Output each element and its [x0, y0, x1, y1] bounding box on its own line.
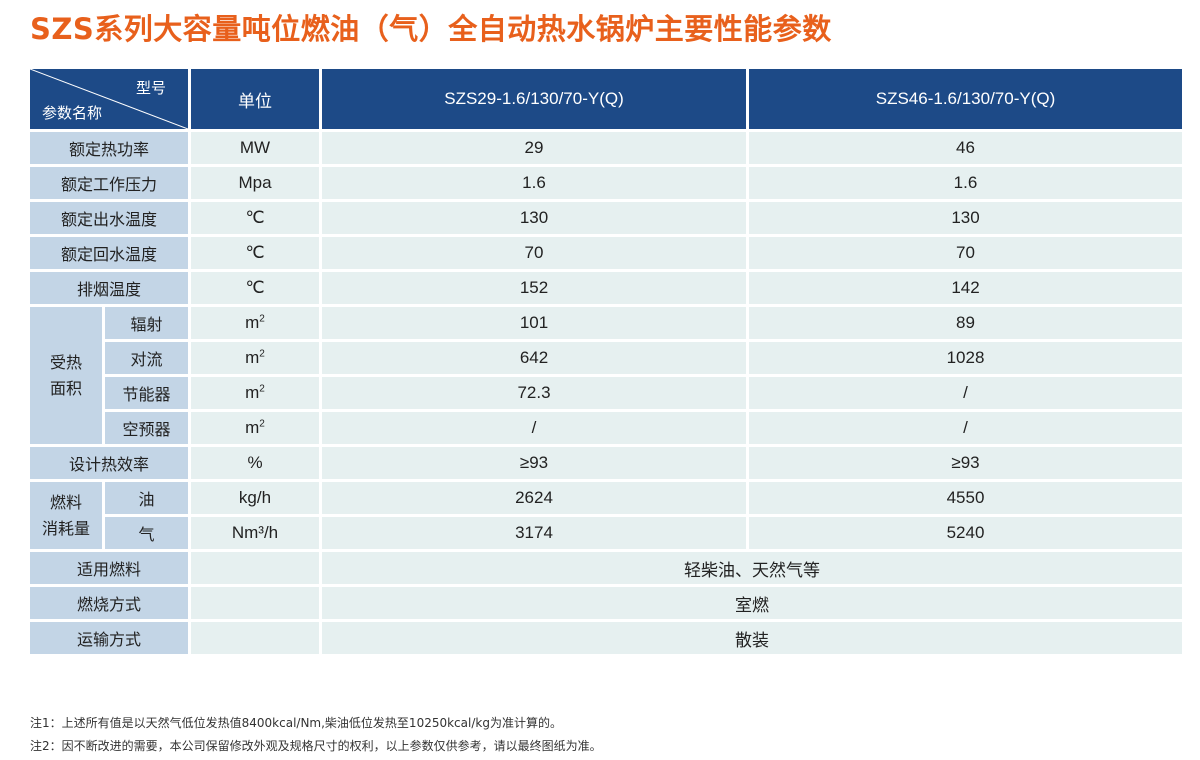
- table-row: 空预器 m2 / /: [30, 412, 1182, 444]
- value-cell: 轻柴油、天然气等: [322, 552, 1182, 584]
- value-cell: 46: [749, 132, 1182, 164]
- table-row: 气 Nm³/h 3174 5240: [30, 517, 1182, 549]
- unit-cell: m2: [191, 412, 319, 444]
- spec-table: 型号 参数名称 单位 SZS29-1.6/130/70-Y(Q) SZS46-1…: [27, 66, 1185, 657]
- unit-cell: ℃: [191, 272, 319, 304]
- value-cell: 1.6: [749, 167, 1182, 199]
- table-row: 燃料 消耗量 油 kg/h 2624 4550: [30, 482, 1182, 549]
- header-row: 型号 参数名称 单位 SZS29-1.6/130/70-Y(Q) SZS46-1…: [30, 69, 1182, 129]
- value-cell: /: [749, 412, 1182, 444]
- unit-cell: [191, 587, 319, 619]
- value-cell: 1028: [749, 342, 1182, 374]
- table-row: 对流 m2 642 1028: [30, 342, 1182, 374]
- value-cell: ≥93: [749, 447, 1182, 479]
- table-row: 运输方式 散装: [30, 622, 1182, 654]
- row-label: 设计热效率: [30, 447, 188, 479]
- heating-area-label-line1: 受热: [49, 352, 82, 372]
- header-model-1: SZS29-1.6/130/70-Y(Q): [322, 69, 746, 129]
- value-cell: 101: [322, 307, 746, 339]
- row-label: 运输方式: [30, 622, 188, 654]
- row-label: 额定回水温度: [30, 237, 188, 269]
- unit-cell: [191, 552, 319, 584]
- value-cell: 72.3: [322, 377, 746, 409]
- unit-cell: m2: [191, 342, 319, 374]
- unit-cell: Nm³/h: [191, 517, 319, 549]
- unit-exp: 2: [259, 348, 265, 360]
- row-label: 适用燃料: [30, 552, 188, 584]
- heating-area-label-line2: 面积: [49, 378, 82, 398]
- unit-base: m: [245, 313, 260, 332]
- unit-cell: ℃: [191, 237, 319, 269]
- unit-exp: 2: [259, 383, 265, 395]
- sub-row-label: 油: [105, 482, 188, 514]
- value-cell: /: [749, 377, 1182, 409]
- unit-cell: MW: [191, 132, 319, 164]
- fuel-consumption-label-line2: 消耗量: [41, 518, 90, 538]
- unit-base: m: [245, 383, 260, 402]
- footnote-2: 注2：因不断改进的需要，本公司保留修改外观及规格尺寸的权利，以上参数仅供参考，请…: [30, 739, 602, 753]
- value-cell: 3174: [322, 517, 746, 549]
- value-cell: 142: [749, 272, 1182, 304]
- value-cell: 4550: [749, 482, 1182, 514]
- value-cell: /: [322, 412, 746, 444]
- value-cell: 1.6: [322, 167, 746, 199]
- unit-base: m: [245, 348, 260, 367]
- value-cell: 70: [322, 237, 746, 269]
- value-cell: 2624: [322, 482, 746, 514]
- sub-row-label: 节能器: [105, 377, 188, 409]
- row-label: 额定热功率: [30, 132, 188, 164]
- table-row: 节能器 m2 72.3 /: [30, 377, 1182, 409]
- unit-cell: ℃: [191, 202, 319, 234]
- unit-cell: kg/h: [191, 482, 319, 514]
- unit-exp: 2: [259, 418, 265, 430]
- fuel-consumption-label: 燃料 消耗量: [30, 482, 102, 549]
- value-cell: 89: [749, 307, 1182, 339]
- unit-cell: m2: [191, 307, 319, 339]
- value-cell: 5240: [749, 517, 1182, 549]
- row-label: 燃烧方式: [30, 587, 188, 619]
- sub-row-label: 对流: [105, 342, 188, 374]
- value-cell: 散装: [322, 622, 1182, 654]
- row-label: 额定工作压力: [30, 167, 188, 199]
- table-row: 受热 面积 辐射 m2 101 89: [30, 307, 1182, 444]
- header-model-2: SZS46-1.6/130/70-Y(Q): [749, 69, 1182, 129]
- header-unit: 单位: [191, 69, 319, 129]
- header-param-label: 参数名称: [42, 104, 103, 122]
- table-row: 额定热功率 MW 29 46: [30, 132, 1182, 164]
- header-model-label: 型号: [135, 79, 166, 97]
- unit-exp: 2: [259, 313, 265, 325]
- value-cell: 130: [322, 202, 746, 234]
- footnotes: 注1：上述所有值是以天然气低位发热值8400kcal/Nm,柴油低位发热至102…: [30, 712, 602, 758]
- footnote-1: 注1：上述所有值是以天然气低位发热值8400kcal/Nm,柴油低位发热至102…: [30, 716, 562, 730]
- table-row: 燃烧方式 室燃: [30, 587, 1182, 619]
- fuel-consumption-label-line1: 燃料: [49, 492, 82, 512]
- value-cell: ≥93: [322, 447, 746, 479]
- table-row: 额定出水温度 ℃ 130 130: [30, 202, 1182, 234]
- value-cell: 29: [322, 132, 746, 164]
- value-cell: 642: [322, 342, 746, 374]
- table-row: 额定工作压力 Mpa 1.6 1.6: [30, 167, 1182, 199]
- sub-row-label: 辐射: [105, 307, 188, 339]
- sub-row-label: 空预器: [105, 412, 188, 444]
- table-row: 适用燃料 轻柴油、天然气等: [30, 552, 1182, 584]
- table-row: 额定回水温度 ℃ 70 70: [30, 237, 1182, 269]
- page-title: SZS系列大容量吨位燃油（气）全自动热水锅炉主要性能参数: [30, 12, 832, 46]
- row-label: 额定出水温度: [30, 202, 188, 234]
- unit-cell: [191, 622, 319, 654]
- unit-cell: %: [191, 447, 319, 479]
- header-corner-cell: 型号 参数名称: [30, 69, 188, 129]
- unit-base: m: [245, 418, 260, 437]
- table-row: 设计热效率 % ≥93 ≥93: [30, 447, 1182, 479]
- heating-area-label: 受热 面积: [30, 307, 102, 444]
- table-row: 排烟温度 ℃ 152 142: [30, 272, 1182, 304]
- unit-cell: Mpa: [191, 167, 319, 199]
- value-cell: 70: [749, 237, 1182, 269]
- value-cell: 室燃: [322, 587, 1182, 619]
- value-cell: 152: [322, 272, 746, 304]
- row-label: 排烟温度: [30, 272, 188, 304]
- sub-row-label: 气: [105, 517, 188, 549]
- value-cell: 130: [749, 202, 1182, 234]
- unit-cell: m2: [191, 377, 319, 409]
- diagonal-line: [30, 69, 188, 129]
